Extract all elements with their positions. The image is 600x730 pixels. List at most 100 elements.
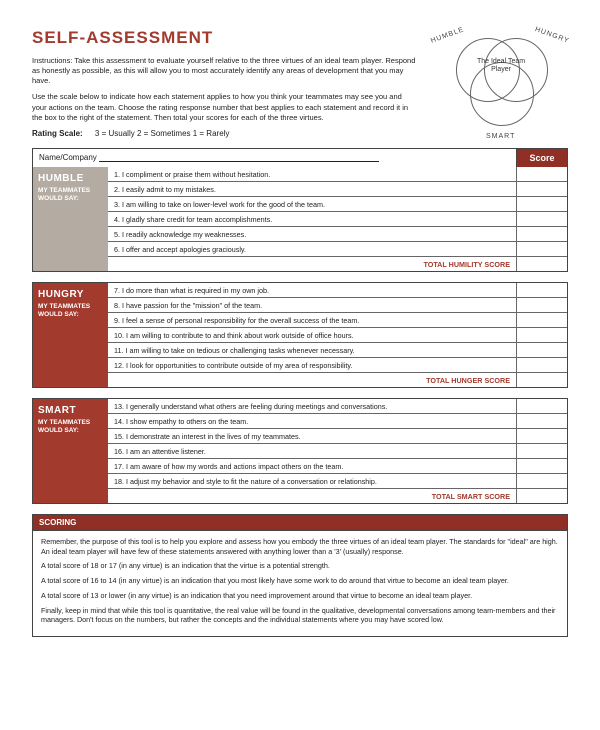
- statement-row: 10. I am willing to contribute to and th…: [108, 328, 567, 343]
- statement-score-input[interactable]: [517, 399, 567, 413]
- statement-row: 16. I am an attentive listener.: [108, 444, 567, 459]
- statement-row: 7. I do more than what is required in my…: [108, 283, 567, 298]
- virtue-label-hungry: HUNGRY MY TEAMMATES WOULD SAY:: [33, 283, 108, 387]
- statement-row: 8. I have passion for the "mission" of t…: [108, 298, 567, 313]
- statement-row: 17. I am aware of how my words and actio…: [108, 459, 567, 474]
- statement-row: 4. I gladly share credit for team accomp…: [108, 212, 567, 227]
- statement-score-input[interactable]: [517, 197, 567, 211]
- statement-row: 2. I easily admit to my mistakes.: [108, 182, 567, 197]
- statement-row: 18. I adjust my behavior and style to fi…: [108, 474, 567, 489]
- statement-score-input[interactable]: [517, 459, 567, 473]
- total-row: TOTAL HUNGER SCORE: [108, 373, 567, 387]
- statement-text: 17. I am aware of how my words and actio…: [108, 459, 517, 473]
- statement-score-input[interactable]: [517, 429, 567, 443]
- statement-row: 12. I look for opportunities to contribu…: [108, 358, 567, 373]
- statement-score-input[interactable]: [517, 358, 567, 372]
- total-label: TOTAL SMART SCORE: [108, 489, 517, 503]
- scoring-paragraph: Remember, the purpose of this tool is to…: [41, 537, 559, 556]
- statement-text: 8. I have passion for the "mission" of t…: [108, 298, 517, 312]
- total-row: TOTAL HUMILITY SCORE: [108, 257, 567, 271]
- virtue-block-smart: SMART MY TEAMMATES WOULD SAY: 13. I genera…: [32, 398, 568, 504]
- venn-center-label: The Ideal Team Player: [476, 58, 526, 73]
- statement-text: 15. I demonstrate an interest in the liv…: [108, 429, 517, 443]
- instructions-2: Use the scale below to indicate how each…: [32, 92, 416, 122]
- statement-row: 14. I show empathy to others on the team…: [108, 414, 567, 429]
- virtue-rows: 13. I generally understand what others a…: [108, 399, 567, 503]
- total-row: TOTAL SMART SCORE: [108, 489, 567, 503]
- statement-row: 9. I feel a sense of personal responsibi…: [108, 313, 567, 328]
- virtue-block-hungry: HUNGRY MY TEAMMATES WOULD SAY: 7. I do mor…: [32, 282, 568, 388]
- statement-row: 11. I am willing to take on tedious or c…: [108, 343, 567, 358]
- statement-text: 16. I am an attentive listener.: [108, 444, 517, 458]
- virtue-name: HUNGRY: [38, 289, 103, 300]
- total-score-input[interactable]: [517, 257, 567, 271]
- statement-score-input[interactable]: [517, 283, 567, 297]
- statement-score-input[interactable]: [517, 167, 567, 181]
- statement-score-input[interactable]: [517, 328, 567, 342]
- statement-text: 12. I look for opportunities to contribu…: [108, 358, 517, 372]
- scoring-paragraph: Finally, keep in mind that while this to…: [41, 606, 559, 625]
- statement-row: 3. I am willing to take on lower-level w…: [108, 197, 567, 212]
- name-company-label: Name/Company: [39, 153, 97, 162]
- statement-score-input[interactable]: [517, 474, 567, 488]
- statement-row: 1. I compliment or praise them without h…: [108, 167, 567, 182]
- score-header: Score: [517, 149, 567, 167]
- statement-score-input[interactable]: [517, 212, 567, 226]
- scoring-paragraph: A total score of 13 or lower (in any vir…: [41, 591, 559, 601]
- statement-row: 15. I demonstrate an interest in the liv…: [108, 429, 567, 444]
- venn-label-smart: SMART: [486, 133, 515, 140]
- instructions-1: Instructions: Take this assessment to ev…: [32, 56, 416, 86]
- statement-text: 7. I do more than what is required in my…: [108, 283, 517, 297]
- statement-text: 13. I generally understand what others a…: [108, 399, 517, 413]
- venn-label-hungry: HUNGRY: [534, 26, 570, 45]
- statement-row: 6. I offer and accept apologies gracious…: [108, 242, 567, 257]
- total-score-input[interactable]: [517, 373, 567, 387]
- virtue-subtitle: MY TEAMMATES WOULD SAY:: [38, 419, 103, 435]
- statement-text: 10. I am willing to contribute to and th…: [108, 328, 517, 342]
- rating-scale: Rating Scale: 3 = Usually 2 = Sometimes …: [32, 129, 416, 138]
- virtue-rows: 1. I compliment or praise them without h…: [108, 167, 567, 271]
- page-title: SELF-ASSESSMENT: [32, 28, 416, 48]
- statement-score-input[interactable]: [517, 242, 567, 256]
- statement-score-input[interactable]: [517, 444, 567, 458]
- venn-diagram: HUMBLE HUNGRY SMART The Ideal Team Playe…: [428, 28, 568, 138]
- statement-row: 5. I readily acknowledge my weaknesses.: [108, 227, 567, 242]
- statement-score-input[interactable]: [517, 182, 567, 196]
- scoring-box: Remember, the purpose of this tool is to…: [32, 530, 568, 637]
- statement-text: 1. I compliment or praise them without h…: [108, 167, 517, 181]
- rating-scale-values: 3 = Usually 2 = Sometimes 1 = Rarely: [95, 129, 230, 138]
- rating-scale-label: Rating Scale:: [32, 129, 83, 138]
- virtue-rows: 7. I do more than what is required in my…: [108, 283, 567, 387]
- total-label: TOTAL HUNGER SCORE: [108, 373, 517, 387]
- scoring-paragraph: A total score of 18 or 17 (in any virtue…: [41, 561, 559, 571]
- statement-score-input[interactable]: [517, 313, 567, 327]
- statement-score-input[interactable]: [517, 343, 567, 357]
- name-company-cell: Name/Company: [33, 149, 517, 167]
- name-company-input[interactable]: [99, 154, 379, 162]
- statement-score-input[interactable]: [517, 414, 567, 428]
- statement-row: 13. I generally understand what others a…: [108, 399, 567, 414]
- header: SELF-ASSESSMENT Instructions: Take this …: [32, 28, 568, 138]
- statement-text: 3. I am willing to take on lower-level w…: [108, 197, 517, 211]
- name-row: Name/Company Score: [32, 148, 568, 167]
- statement-text: 11. I am willing to take on tedious or c…: [108, 343, 517, 357]
- scoring-paragraph: A total score of 16 to 14 (in any virtue…: [41, 576, 559, 586]
- statement-text: 6. I offer and accept apologies gracious…: [108, 242, 517, 256]
- venn-label-humble: HUMBLE: [430, 26, 465, 45]
- statement-text: 4. I gladly share credit for team accomp…: [108, 212, 517, 226]
- total-label: TOTAL HUMILITY SCORE: [108, 257, 517, 271]
- virtue-label-humble: HUMBLE MY TEAMMATES WOULD SAY:: [33, 167, 108, 271]
- total-score-input[interactable]: [517, 489, 567, 503]
- virtue-block-humble: HUMBLE MY TEAMMATES WOULD SAY: 1. I compli…: [32, 167, 568, 272]
- virtue-name: SMART: [38, 405, 103, 416]
- statement-text: 14. I show empathy to others on the team…: [108, 414, 517, 428]
- virtue-name: HUMBLE: [38, 173, 103, 184]
- statement-text: 2. I easily admit to my mistakes.: [108, 182, 517, 196]
- statement-score-input[interactable]: [517, 298, 567, 312]
- scoring-header: SCORING: [32, 514, 568, 530]
- statement-score-input[interactable]: [517, 227, 567, 241]
- statement-text: 18. I adjust my behavior and style to fi…: [108, 474, 517, 488]
- virtue-subtitle: MY TEAMMATES WOULD SAY:: [38, 303, 103, 319]
- header-text: SELF-ASSESSMENT Instructions: Take this …: [32, 28, 416, 138]
- virtue-subtitle: MY TEAMMATES WOULD SAY:: [38, 187, 103, 203]
